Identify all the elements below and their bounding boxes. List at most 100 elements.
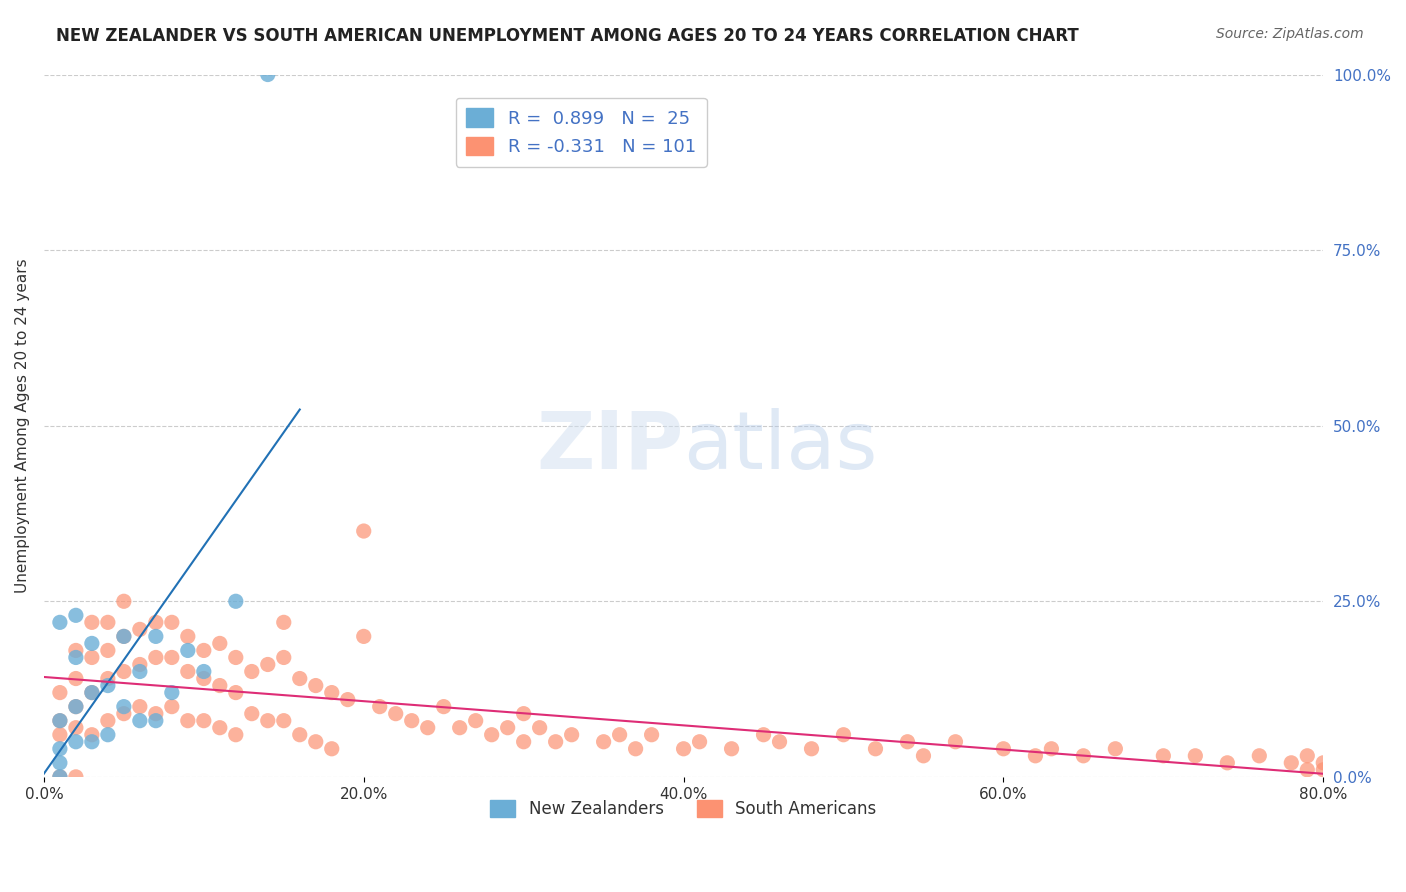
Point bbox=[401, 714, 423, 728]
Point bbox=[305, 735, 328, 749]
Point bbox=[49, 615, 72, 630]
Point bbox=[640, 728, 662, 742]
Point bbox=[240, 706, 263, 721]
Y-axis label: Unemployment Among Ages 20 to 24 years: Unemployment Among Ages 20 to 24 years bbox=[15, 259, 30, 593]
Point bbox=[353, 629, 375, 643]
Point bbox=[49, 728, 72, 742]
Point bbox=[193, 643, 215, 657]
Point bbox=[145, 706, 167, 721]
Point bbox=[65, 608, 87, 623]
Point bbox=[496, 721, 519, 735]
Point bbox=[145, 714, 167, 728]
Point bbox=[65, 770, 87, 784]
Point bbox=[865, 741, 887, 756]
Point bbox=[1073, 748, 1095, 763]
Point bbox=[529, 721, 551, 735]
Point bbox=[160, 650, 183, 665]
Point bbox=[193, 714, 215, 728]
Point bbox=[832, 728, 855, 742]
Point bbox=[993, 741, 1015, 756]
Point bbox=[256, 68, 278, 82]
Point bbox=[1296, 763, 1319, 777]
Point bbox=[288, 728, 311, 742]
Point bbox=[97, 672, 120, 686]
Point bbox=[112, 629, 135, 643]
Point bbox=[65, 643, 87, 657]
Point bbox=[97, 714, 120, 728]
Point bbox=[592, 735, 614, 749]
Point bbox=[65, 699, 87, 714]
Point bbox=[672, 741, 695, 756]
Point bbox=[768, 735, 790, 749]
Point bbox=[97, 615, 120, 630]
Point bbox=[49, 714, 72, 728]
Point bbox=[433, 699, 456, 714]
Point bbox=[368, 699, 391, 714]
Text: Source: ZipAtlas.com: Source: ZipAtlas.com bbox=[1216, 27, 1364, 41]
Point bbox=[256, 714, 278, 728]
Point bbox=[160, 685, 183, 699]
Point bbox=[177, 714, 200, 728]
Point bbox=[177, 629, 200, 643]
Point bbox=[208, 636, 231, 650]
Point bbox=[1024, 748, 1046, 763]
Point bbox=[225, 685, 247, 699]
Point bbox=[128, 699, 150, 714]
Point bbox=[177, 643, 200, 657]
Point bbox=[112, 594, 135, 608]
Point bbox=[208, 679, 231, 693]
Point bbox=[240, 665, 263, 679]
Point bbox=[80, 650, 103, 665]
Point bbox=[512, 706, 534, 721]
Point bbox=[1249, 748, 1271, 763]
Point bbox=[449, 721, 471, 735]
Point bbox=[624, 741, 647, 756]
Point bbox=[1312, 756, 1334, 770]
Point bbox=[384, 706, 406, 721]
Point bbox=[112, 699, 135, 714]
Point bbox=[65, 721, 87, 735]
Point bbox=[512, 735, 534, 749]
Point bbox=[273, 714, 295, 728]
Point bbox=[160, 615, 183, 630]
Point bbox=[80, 636, 103, 650]
Point bbox=[752, 728, 775, 742]
Point bbox=[112, 629, 135, 643]
Point bbox=[1184, 748, 1206, 763]
Point bbox=[1312, 763, 1334, 777]
Point bbox=[97, 728, 120, 742]
Point bbox=[49, 756, 72, 770]
Point bbox=[80, 615, 103, 630]
Point bbox=[177, 665, 200, 679]
Point bbox=[945, 735, 967, 749]
Point bbox=[464, 714, 486, 728]
Point bbox=[49, 741, 72, 756]
Point bbox=[65, 672, 87, 686]
Point bbox=[49, 714, 72, 728]
Point bbox=[305, 679, 328, 693]
Point bbox=[128, 623, 150, 637]
Point bbox=[321, 685, 343, 699]
Point bbox=[273, 650, 295, 665]
Point bbox=[1216, 756, 1239, 770]
Point bbox=[544, 735, 567, 749]
Point bbox=[65, 699, 87, 714]
Point bbox=[1104, 741, 1126, 756]
Point bbox=[1040, 741, 1063, 756]
Point bbox=[1296, 748, 1319, 763]
Point bbox=[720, 741, 742, 756]
Point bbox=[225, 650, 247, 665]
Point bbox=[353, 524, 375, 538]
Text: NEW ZEALANDER VS SOUTH AMERICAN UNEMPLOYMENT AMONG AGES 20 TO 24 YEARS CORRELATI: NEW ZEALANDER VS SOUTH AMERICAN UNEMPLOY… bbox=[56, 27, 1078, 45]
Point bbox=[112, 706, 135, 721]
Point bbox=[1152, 748, 1174, 763]
Point bbox=[80, 685, 103, 699]
Point bbox=[49, 685, 72, 699]
Point bbox=[80, 728, 103, 742]
Point bbox=[288, 672, 311, 686]
Point bbox=[145, 650, 167, 665]
Point bbox=[1279, 756, 1302, 770]
Point bbox=[800, 741, 823, 756]
Point bbox=[65, 650, 87, 665]
Point bbox=[273, 615, 295, 630]
